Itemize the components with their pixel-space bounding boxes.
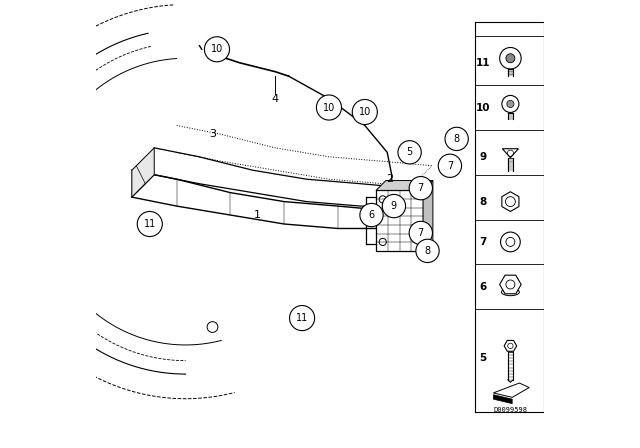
Circle shape: [398, 141, 421, 164]
Text: 11: 11: [143, 219, 156, 229]
Text: 5: 5: [406, 147, 413, 157]
Text: 10: 10: [476, 103, 490, 112]
Text: 1: 1: [254, 210, 260, 220]
Text: 4: 4: [271, 94, 279, 103]
Text: 7: 7: [418, 228, 424, 238]
Circle shape: [204, 37, 230, 62]
Circle shape: [409, 221, 433, 245]
Polygon shape: [502, 192, 519, 211]
Text: 7: 7: [418, 183, 424, 193]
Text: 3: 3: [209, 129, 216, 139]
Text: 11: 11: [296, 313, 308, 323]
Text: 8: 8: [424, 246, 431, 256]
Polygon shape: [423, 181, 433, 251]
Text: 10: 10: [323, 103, 335, 112]
Circle shape: [506, 54, 515, 63]
Polygon shape: [500, 275, 521, 294]
Polygon shape: [493, 395, 512, 404]
Circle shape: [382, 194, 406, 218]
Text: 11: 11: [476, 58, 490, 68]
Circle shape: [409, 177, 433, 200]
Polygon shape: [376, 181, 433, 190]
Circle shape: [352, 99, 378, 125]
Text: 9: 9: [391, 201, 397, 211]
Text: 9: 9: [479, 152, 486, 162]
Circle shape: [360, 203, 383, 227]
Text: 2: 2: [386, 174, 393, 184]
Text: 10: 10: [358, 107, 371, 117]
Text: 7: 7: [447, 161, 453, 171]
Text: 7: 7: [479, 237, 486, 247]
Polygon shape: [132, 148, 154, 197]
Circle shape: [289, 306, 315, 331]
Polygon shape: [502, 149, 518, 158]
Ellipse shape: [502, 289, 520, 296]
Text: 8: 8: [454, 134, 460, 144]
Polygon shape: [493, 383, 529, 397]
Text: 5: 5: [479, 353, 486, 363]
Text: 6: 6: [479, 282, 486, 292]
Text: 8: 8: [479, 197, 486, 207]
FancyBboxPatch shape: [376, 190, 423, 251]
Circle shape: [445, 127, 468, 151]
Circle shape: [316, 95, 342, 120]
Text: D0099598: D0099598: [493, 407, 527, 413]
Circle shape: [507, 100, 514, 108]
Circle shape: [438, 154, 461, 177]
Polygon shape: [504, 340, 516, 351]
Circle shape: [416, 239, 439, 263]
Text: 6: 6: [369, 210, 374, 220]
Text: 10: 10: [211, 44, 223, 54]
Circle shape: [137, 211, 163, 237]
